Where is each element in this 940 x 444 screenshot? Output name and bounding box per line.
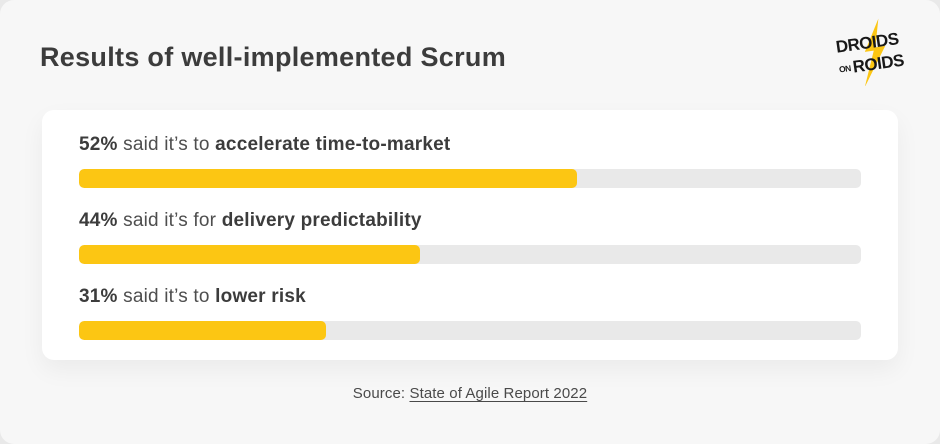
source-prefix: Source: bbox=[352, 385, 406, 402]
bar-text-bold: lower risk bbox=[215, 286, 306, 307]
bar-row-lower-risk: 31% said it’s to lower risk bbox=[79, 286, 861, 340]
bar-value: 31% bbox=[79, 286, 118, 307]
droids-on-roids-logo: DROIDS ON ROIDS bbox=[828, 18, 928, 88]
bar-label: 31% said it’s to lower risk bbox=[79, 286, 861, 308]
source-link[interactable]: State of Agile Report 2022 bbox=[409, 385, 588, 402]
bar-value: 44% bbox=[79, 210, 118, 231]
logo-line2: ROIDS bbox=[852, 51, 906, 77]
bar-label: 52% said it’s to accelerate time-to-mark… bbox=[79, 134, 861, 156]
bar-row-time-to-market: 52% said it’s to accelerate time-to-mark… bbox=[79, 134, 861, 188]
bar-fill bbox=[79, 245, 420, 264]
logo-graphic: DROIDS ON ROIDS bbox=[835, 18, 906, 88]
bar-track bbox=[79, 321, 861, 340]
bar-label: 44% said it’s for delivery predictabilit… bbox=[79, 210, 861, 232]
logo-line2-small: ON bbox=[838, 63, 851, 75]
bar-track bbox=[79, 245, 861, 264]
bar-track bbox=[79, 169, 861, 188]
bar-text-bold: delivery predictability bbox=[221, 210, 422, 231]
bar-row-delivery-predictability: 44% said it’s for delivery predictabilit… bbox=[79, 210, 861, 264]
chart-card: 52% said it’s to accelerate time-to-mark… bbox=[42, 110, 898, 360]
bar-value: 52% bbox=[79, 134, 118, 155]
source-line: Source: State of Agile Report 2022 bbox=[0, 385, 940, 402]
bar-fill bbox=[79, 169, 578, 188]
bar-text-regular: said it’s to bbox=[123, 286, 210, 307]
bar-text-bold: accelerate time-to-market bbox=[215, 134, 451, 155]
bar-text-regular: said it’s for bbox=[123, 210, 217, 231]
page-title: Results of well-implemented Scrum bbox=[40, 42, 506, 72]
bar-text-regular: said it’s to bbox=[123, 134, 210, 155]
lightning-bolt-icon bbox=[864, 18, 886, 88]
bar-fill bbox=[79, 321, 327, 340]
